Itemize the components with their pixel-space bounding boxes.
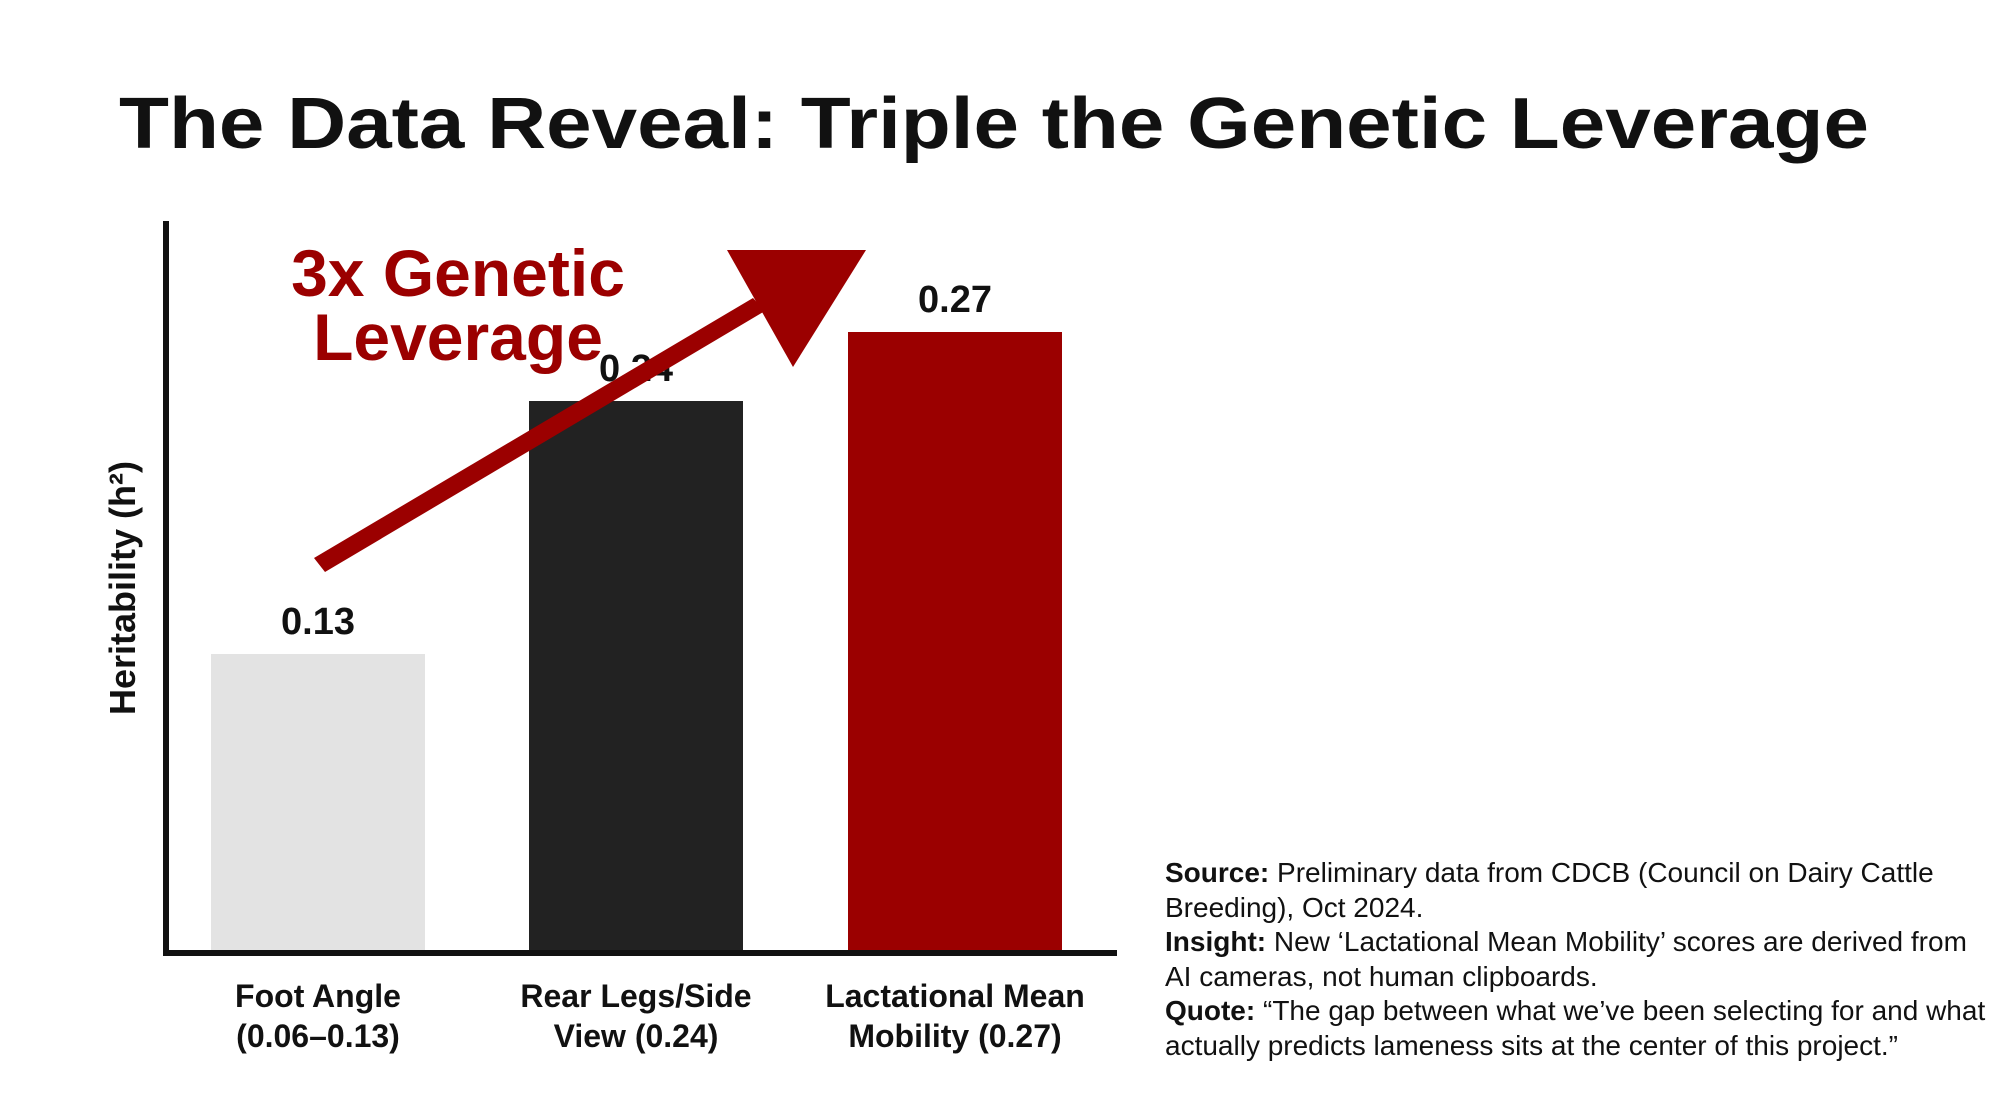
quote-note: Quote: “The gap between what we’ve been … — [1165, 994, 1995, 1063]
x-tick-label: View (0.24) — [554, 1018, 719, 1054]
notes-panel: Source: Preliminary data from CDCB (Coun… — [1165, 856, 1995, 1063]
x-tick-label: Rear Legs/Side — [520, 978, 751, 1014]
quote-text: “The gap between what we’ve been selecti… — [1165, 995, 1986, 1061]
x-tick-label: Mobility (0.27) — [848, 1018, 1061, 1054]
bar — [211, 654, 425, 953]
insight-label: Insight: — [1165, 926, 1267, 957]
bar — [848, 332, 1062, 953]
insight-text: New ‘Lactational Mean Mobility’ scores a… — [1165, 926, 1967, 992]
insight-note: Insight: New ‘Lactational Mean Mobility’… — [1165, 925, 1995, 994]
source-label: Source: — [1165, 857, 1270, 888]
quote-label: Quote: — [1165, 995, 1256, 1026]
callout-line-1: 3x Genetic — [291, 236, 625, 310]
value-label: 0.27 — [918, 279, 992, 321]
chart-title: The Data Reveal: Triple the Genetic Leve… — [119, 84, 1869, 164]
trend-arrow-icon — [314, 250, 866, 572]
source-text: Preliminary data from CDCB (Council on D… — [1165, 857, 1934, 923]
x-tick-label: Foot Angle — [235, 978, 401, 1014]
callout-line-2: Leverage — [313, 300, 603, 374]
x-tick-label: Lactational Mean — [825, 978, 1085, 1014]
x-tick-label: (0.06–0.13) — [236, 1018, 400, 1054]
source-note: Source: Preliminary data from CDCB (Coun… — [1165, 856, 1995, 925]
value-label: 0.13 — [281, 601, 355, 643]
bar — [529, 401, 743, 953]
y-axis-label: Heritability (h²) — [102, 461, 143, 715]
